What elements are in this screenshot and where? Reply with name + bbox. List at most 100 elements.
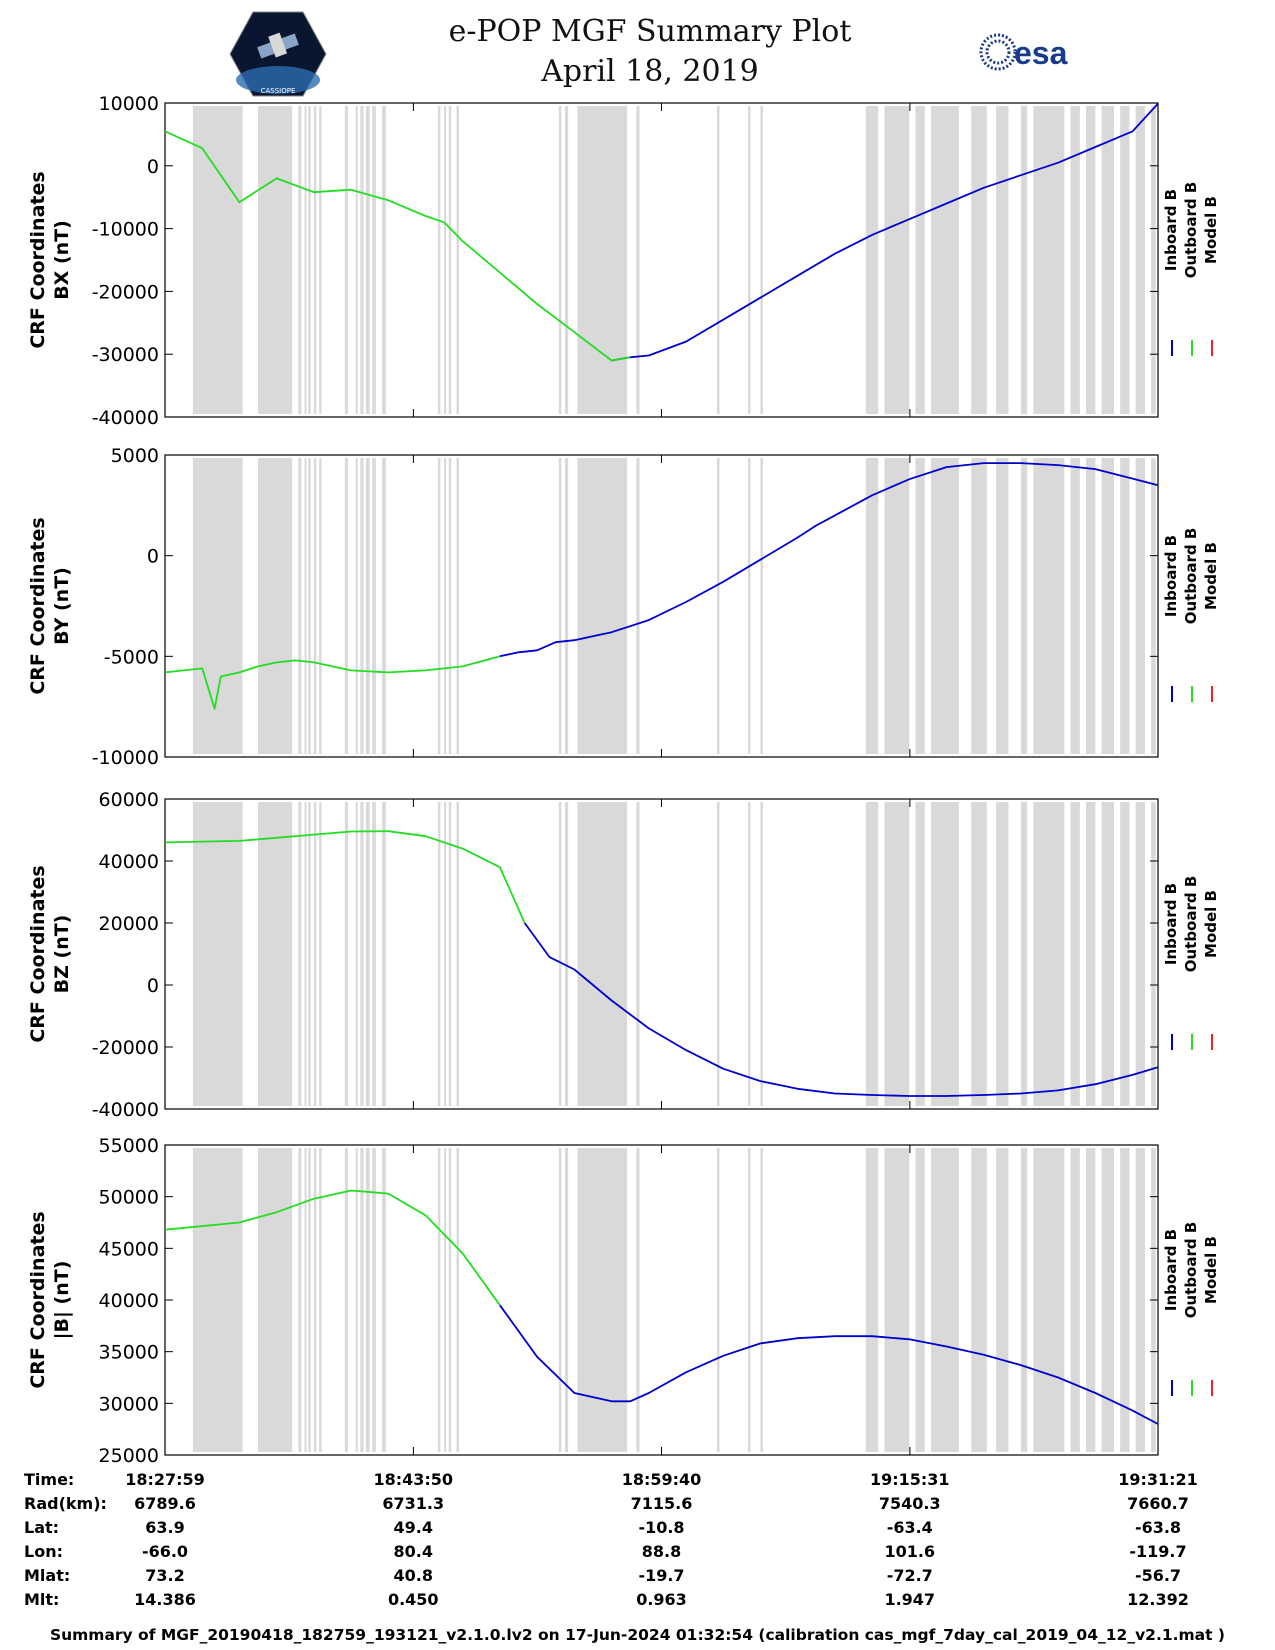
data-gap-band: [444, 1148, 447, 1452]
info-cell: 63.9: [145, 1518, 185, 1537]
data-gap-band: [1086, 802, 1096, 1106]
info-row: Lat: 63.9 49.4 -10.8 -63.4 -63.8: [0, 1518, 1275, 1542]
data-gap-band: [1120, 458, 1130, 754]
data-gap-band: [344, 802, 348, 1106]
y-axis-label: CRF Coordinates: [27, 517, 49, 694]
y-tick-label: 40000: [99, 851, 159, 873]
data-gap-band: [258, 106, 293, 414]
data-gap-band: [319, 1148, 322, 1452]
data-gap-band: [1020, 1148, 1028, 1452]
header: CASSIOPE e-POP MGF Summary Plot April 18…: [0, 0, 1275, 100]
data-gap-band: [319, 802, 322, 1106]
data-gap-band: [437, 1148, 441, 1452]
data-gap-band: [313, 106, 317, 414]
panel-3: 60000 40000 20000 0 -20000 -40000 CRF Coordina…: [27, 789, 1220, 1121]
info-row: Rad(km): 6789.6 6731.3 7115.6 7540.3 7660.7: [0, 1494, 1275, 1518]
data-gap-band: [444, 458, 447, 754]
info-cell: 18:59:40: [621, 1470, 702, 1489]
data-gap-band: [1020, 106, 1028, 414]
data-gap-band: [565, 802, 569, 1106]
data-gap-band: [1020, 802, 1028, 1106]
info-row-label: Time:: [24, 1470, 75, 1489]
legend-entry: Outboard B: [1182, 1222, 1200, 1319]
data-gap-band: [865, 458, 879, 754]
data-gap-band: [930, 1148, 959, 1452]
data-gap-band: [996, 802, 1009, 1106]
info-row-label: Lat:: [24, 1518, 60, 1537]
data-gap-band: [636, 802, 640, 1106]
data-gap-band: [865, 106, 879, 414]
data-gap-band: [1101, 802, 1114, 1106]
info-cell: 101.6: [884, 1542, 936, 1561]
data-gap-band: [1020, 458, 1028, 754]
info-cell: 18:43:50: [373, 1470, 454, 1489]
info-row: Lon: -66.0 80.4 88.8 101.6 -119.7: [0, 1542, 1275, 1566]
legend-entry: Outboard B: [1182, 528, 1200, 625]
data-gap-band: [1101, 1148, 1114, 1452]
data-gap-band: [1101, 106, 1114, 414]
chart-title: e-POP MGF Summary Plot: [448, 14, 852, 49]
y-tick-label: -40000: [92, 1099, 159, 1121]
data-gap-band: [365, 802, 370, 1106]
data-gap-band: [308, 802, 311, 1106]
data-gap-band: [748, 458, 751, 754]
data-gap-band: [636, 106, 640, 414]
data-gap-band: [1086, 1148, 1096, 1452]
info-cell: 6789.6: [134, 1494, 196, 1513]
data-gap-band: [437, 802, 441, 1106]
data-gap-band: [565, 1148, 569, 1452]
info-cell: 73.2: [145, 1566, 185, 1585]
info-cell: 49.4: [393, 1518, 433, 1537]
data-gap-band: [308, 458, 311, 754]
legend-entry: Inboard B: [1162, 189, 1180, 271]
data-gap-band: [1086, 106, 1096, 414]
info-cell: -63.4: [886, 1518, 933, 1537]
data-gap-band: [1070, 458, 1080, 754]
data-gap-band: [360, 1148, 364, 1452]
data-gap-band: [915, 802, 925, 1106]
data-gap-band: [930, 106, 959, 414]
data-gap-band: [360, 458, 364, 754]
data-gap-band: [930, 458, 959, 754]
data-gap-band: [258, 802, 293, 1106]
info-cell: 88.8: [641, 1542, 682, 1561]
y-axis-label: BX (nT): [51, 220, 73, 300]
info-cell: 12.392: [1127, 1590, 1189, 1609]
y-tick-label: 50000: [99, 1187, 159, 1209]
series-line-outboard-b: [164, 130, 631, 362]
data-gap-band: [372, 1148, 376, 1452]
data-gap-band: [456, 802, 459, 1106]
data-gap-band: [360, 106, 364, 414]
data-gap-band: [308, 106, 311, 414]
legend-entry: Model B: [1202, 196, 1220, 264]
cassiope-logo: CASSIOPE: [228, 10, 328, 98]
legend-entry: Outboard B: [1182, 876, 1200, 973]
data-gap-band: [456, 458, 459, 754]
y-tick-label: 0: [147, 156, 159, 178]
legend-entry: Inboard B: [1162, 1229, 1180, 1311]
data-gap-band: [577, 106, 628, 414]
series-line-outboard-b: [164, 655, 501, 710]
data-gap-band: [437, 106, 441, 414]
y-tick-label: 30000: [99, 1393, 159, 1415]
y-tick-label: -5000: [104, 646, 159, 668]
info-cell: 80.4: [393, 1542, 433, 1561]
info-cell: 1.947: [884, 1590, 936, 1609]
y-axis-label: BY (nT): [51, 567, 73, 645]
series-line-outboard-b: [164, 1189, 501, 1306]
data-gap-band: [915, 1148, 925, 1452]
data-gap-band: [372, 802, 376, 1106]
y-tick-label: 10000: [99, 93, 159, 115]
series-line-inboard-b: [499, 1304, 1159, 1425]
data-gap-band: [192, 106, 243, 414]
data-gap-band: [1120, 106, 1130, 414]
info-cell: 7115.6: [630, 1494, 693, 1513]
y-tick-label: 0: [147, 546, 159, 568]
data-gap-band: [382, 802, 386, 1106]
data-gap-band: [192, 458, 243, 754]
data-gap-band: [748, 106, 751, 414]
data-gap-band: [313, 458, 317, 754]
data-gap-band: [760, 1148, 763, 1452]
data-gap-band: [558, 1148, 562, 1452]
data-gap-band: [355, 458, 358, 754]
